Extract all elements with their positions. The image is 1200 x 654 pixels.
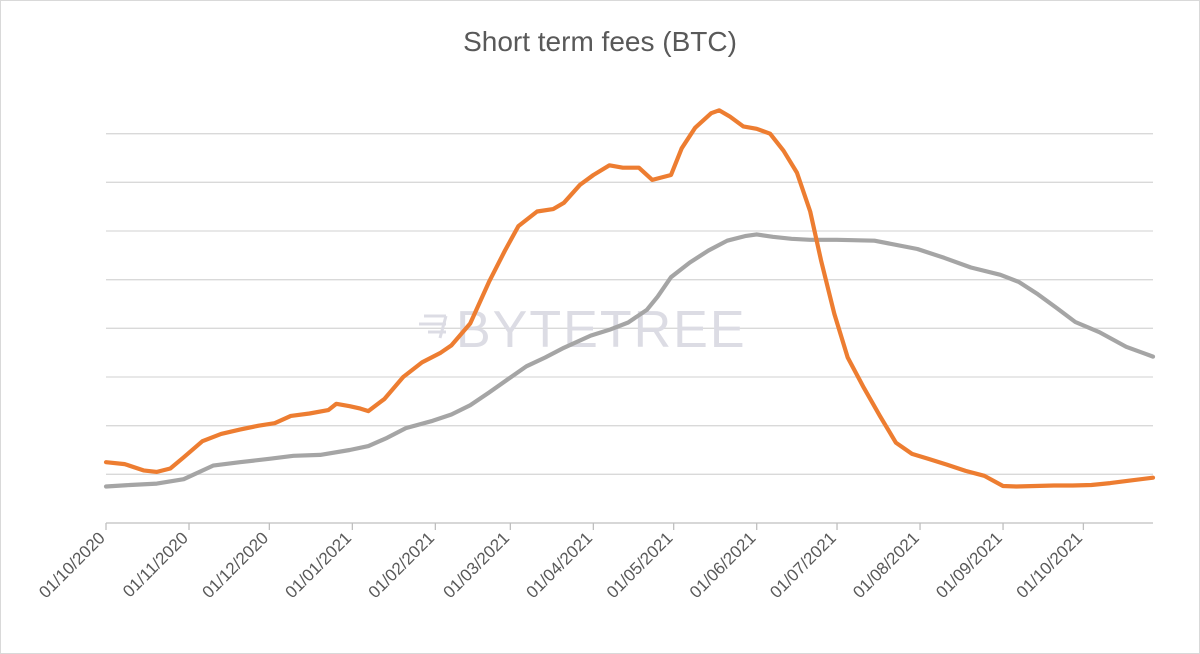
bytetree-logo-icon <box>419 314 448 339</box>
x-tick-label: 01/12/2020 <box>199 528 273 602</box>
x-axis <box>105 522 1153 530</box>
x-tick-label: 01/10/2021 <box>1013 528 1087 602</box>
x-tick-label: 01/08/2021 <box>849 528 923 602</box>
x-tick-label: 01/03/2021 <box>440 528 514 602</box>
watermark-text: BYTETREE <box>456 301 747 359</box>
x-tick-label: 01/06/2021 <box>686 528 760 602</box>
gridlines <box>106 133 1153 475</box>
x-tick-label: 01/04/2021 <box>523 528 597 602</box>
bytetree-watermark: BYTETREE <box>419 301 747 359</box>
x-tick-label: 01/01/2021 <box>282 528 356 602</box>
series-line-2 <box>103 232 1156 489</box>
x-tick-label: 01/07/2021 <box>766 528 840 602</box>
series-line-1 <box>103 108 1156 489</box>
chart-title: Short term fees (BTC) <box>463 26 737 57</box>
x-tick-label: 01/05/2021 <box>603 528 677 602</box>
x-tick-label: 01/10/2020 <box>35 528 109 602</box>
series-layer <box>103 108 1156 489</box>
x-tick-label: 01/02/2021 <box>365 528 439 602</box>
x-tick-label: 01/09/2021 <box>932 528 1006 602</box>
x-tick-label: 01/11/2020 <box>119 528 192 601</box>
x-tick-labels: 01/10/2020 01/11/2020 01/12/2020 01/01/2021… <box>35 528 1086 602</box>
